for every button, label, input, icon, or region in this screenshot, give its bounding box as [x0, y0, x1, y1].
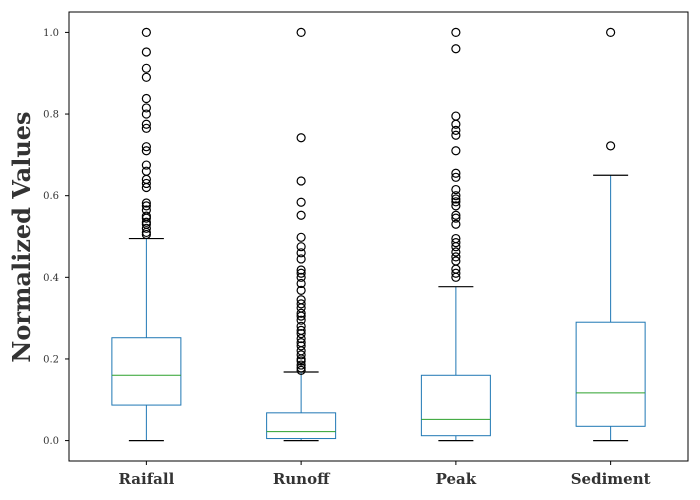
outlier-point: [141, 142, 151, 152]
outlier-point: [606, 141, 616, 151]
outlier-point: [296, 210, 306, 220]
outlier-point: [296, 254, 306, 264]
box-group-peak: [420, 27, 491, 442]
outlier-point: [451, 197, 461, 207]
outlier-point: [451, 130, 461, 140]
outlier-point: [141, 160, 151, 170]
outlier-point: [141, 201, 151, 211]
outlier-point: [451, 44, 461, 54]
outlier-point: [296, 299, 306, 309]
outlier-point: [296, 232, 306, 242]
y-tick-label: 1.0: [43, 28, 59, 39]
outlier-point: [296, 360, 306, 370]
outlier-point: [606, 27, 616, 38]
y-tick-label: 0.4: [43, 273, 59, 284]
outlier-point: [141, 146, 151, 156]
x-tick-label: Sediment: [571, 470, 651, 488]
outlier-point: [451, 27, 461, 38]
outlier-point: [141, 27, 151, 38]
outlier-point: [141, 93, 151, 104]
outlier-point: [451, 184, 461, 195]
outlier-point: [296, 278, 306, 289]
outlier-point: [296, 285, 306, 295]
outlier-point: [141, 198, 151, 208]
outlier-point: [141, 72, 151, 82]
y-axis-ticks: 0.0 0.2 0.4 0.6 0.8 1.0: [43, 28, 69, 447]
outlier-point: [296, 265, 306, 275]
outlier-point: [296, 350, 306, 360]
outlier-point: [451, 272, 461, 282]
outlier-point: [451, 247, 461, 257]
outlier-point: [296, 133, 306, 143]
outlier-point: [296, 27, 306, 38]
outlier-point: [451, 219, 461, 229]
box-group-raifall: [111, 27, 182, 442]
outlier-point: [451, 210, 461, 220]
outlier-point: [296, 272, 306, 282]
outlier-point: [296, 197, 306, 207]
outlier-point: [451, 238, 461, 248]
x-tick-label: Runoff: [273, 470, 331, 488]
outlier-point: [451, 268, 461, 278]
outlier-point: [296, 268, 306, 278]
outlier-point: [296, 356, 306, 366]
outlier-point: [451, 252, 461, 262]
outlier-point: [451, 201, 461, 211]
outlier-point: [296, 242, 306, 252]
outlier-point: [141, 109, 151, 119]
outlier-point: [296, 311, 306, 321]
outlier-point: [141, 63, 151, 73]
y-tick-label: 0.0: [43, 436, 59, 447]
outlier-point: [451, 168, 461, 178]
outlier-point: [141, 223, 151, 233]
outlier-point: [296, 333, 306, 344]
outlier-point: [296, 341, 306, 351]
iqr-box: [575, 321, 646, 427]
outlier-point: [141, 178, 151, 189]
iqr-box: [266, 412, 337, 440]
iqr-box: [420, 374, 491, 437]
outlier-point: [296, 365, 306, 375]
outlier-point: [141, 213, 151, 223]
y-tick-label: 0.8: [43, 110, 59, 121]
iqr-box: [111, 337, 182, 406]
outlier-point: [451, 213, 461, 223]
outlier-point: [296, 176, 306, 186]
y-axis-title: Normalized Values: [7, 111, 36, 362]
outlier-point: [141, 229, 151, 240]
outlier-point: [451, 172, 461, 182]
outlier-point: [296, 315, 306, 325]
x-tick-label: Peak: [436, 470, 477, 488]
box-group-runoff: [266, 27, 337, 442]
outlier-point: [141, 119, 151, 129]
outlier-point: [451, 242, 461, 252]
outlier-point: [296, 329, 306, 339]
outlier-point: [141, 182, 151, 193]
box-group-sediment: [575, 27, 646, 442]
outlier-point: [141, 123, 151, 133]
outlier-point: [296, 321, 306, 331]
x-tick-label: Raifall: [118, 470, 174, 488]
outlier-point: [451, 194, 461, 204]
outlier-point: [451, 119, 461, 129]
x-axis-ticks: Raifall Runoff Peak Sediment: [118, 461, 651, 488]
outlier-point: [451, 125, 461, 135]
outlier-point: [296, 308, 306, 318]
y-tick-label: 0.2: [43, 354, 59, 365]
outlier-point: [296, 248, 306, 258]
outlier-point: [141, 103, 151, 113]
outlier-point: [451, 191, 461, 201]
outlier-point: [296, 363, 306, 373]
plot-area-frame: [68, 11, 689, 462]
chart-marks: [111, 27, 646, 442]
outlier-point: [141, 47, 151, 57]
y-tick-label: 0.6: [43, 191, 59, 202]
outlier-point: [451, 146, 461, 156]
